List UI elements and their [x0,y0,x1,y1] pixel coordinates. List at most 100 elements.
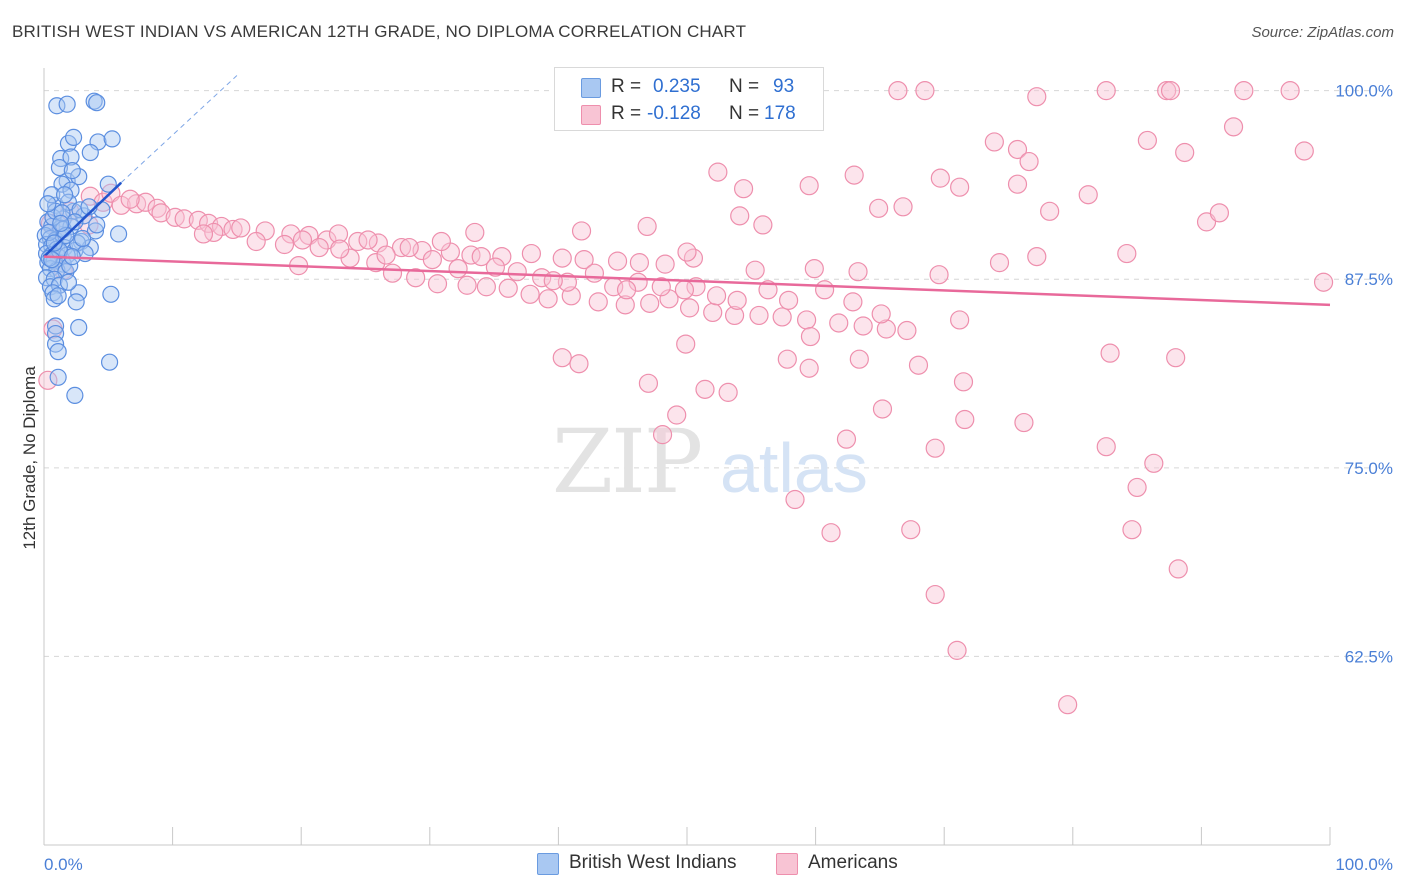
y-axis-label: 12th Grade, No Diploma [20,366,39,550]
british-west-indian-point [88,94,106,112]
blue-swatch-icon [537,853,559,875]
american-point [1168,559,1188,579]
american-point [461,245,481,265]
american-point [871,304,891,324]
american-point [638,373,659,393]
american-point [1019,151,1039,172]
british-west-indian-point [73,229,92,248]
american-point [366,253,386,273]
y-tick-label: 62.5% [1345,647,1393,666]
r-value: -0.128 [647,103,701,124]
american-point [552,348,572,368]
american-point [953,372,974,392]
british-west-indian-point [109,225,128,243]
american-point [1160,81,1181,101]
american-point [135,192,156,212]
x-tick-label: 100.0% [1335,855,1393,874]
chart-source: Source: ZipAtlas.com [1251,24,1394,41]
american-point [929,265,949,285]
tick-labels: 62.5% 75.0% 87.5% 100.0% 0.0% 100.0% [44,82,1393,874]
american-point [640,293,660,313]
american-point [211,216,232,237]
american-point [1040,201,1060,221]
american-point [607,251,628,271]
american-point [246,231,266,252]
british-west-indian-point [102,285,120,303]
american-point [655,254,675,274]
pink-swatch-icon [776,853,798,875]
american-point [897,320,917,341]
british-west-indian-point [58,95,76,113]
y-tick-label: 75.0% [1345,459,1393,478]
pink-trend-line [43,255,1331,307]
american-point [38,370,58,390]
american-point [1166,348,1186,368]
american-point [1294,141,1314,161]
american-point [652,425,673,445]
american-point [677,242,697,262]
american-point [406,268,426,288]
watermark-atlas: atlas [720,429,868,507]
british-west-indian-point [70,318,88,337]
american-point [532,268,552,288]
american-point [588,292,608,312]
american-point [520,284,540,304]
american-point [844,165,864,185]
american-point [120,189,140,209]
stats-row-british-west-indians: R = 0.235 N = 93 [555,76,823,100]
american-point [836,429,857,449]
american-point [1313,272,1334,292]
american-point [427,274,448,294]
american-point [1117,243,1137,264]
american-point [796,310,817,330]
british-west-indian-point [67,293,85,311]
british-west-indian-point [81,143,99,162]
chart-title: BRITISH WEST INDIAN VS AMERICAN 12TH GRA… [12,22,747,41]
american-point [485,257,505,277]
american-point [758,280,778,300]
british-west-indian-point [59,273,78,291]
american-point [552,248,572,268]
american-point [637,216,657,237]
american-point [204,222,224,243]
british-west-indian-point [53,175,71,193]
british-west-indian-point [40,223,58,242]
american-point [708,162,728,182]
british-west-indian-point [49,368,67,386]
american-point [908,355,929,375]
american-point [274,234,295,255]
american-point [382,263,403,283]
american-point [829,313,849,333]
american-point [925,438,945,458]
american-point [915,81,935,101]
legend-label: British West Indians [569,852,737,873]
watermark-zip: ZIP [552,410,701,513]
british-west-indian-point [66,213,84,231]
american-point [989,253,1010,273]
british-west-indian-point [49,287,67,305]
american-point [930,168,950,188]
american-point [431,231,451,252]
american-point [457,275,477,295]
american-point [848,262,868,282]
american-point [557,272,578,292]
american-point [718,382,738,402]
american-point [328,224,349,244]
british-west-indians-points [36,92,128,404]
american-point [465,222,485,243]
american-point [872,399,893,419]
american-point [348,231,368,252]
american-point [676,334,696,354]
american-point [1027,246,1047,267]
american-point [785,489,805,510]
british-west-indian-point [39,195,57,213]
american-point [292,230,313,250]
american-point [950,310,970,330]
american-point [629,253,650,273]
n-value: 93 [773,76,795,97]
american-point [538,289,558,309]
n-value: 178 [764,103,796,124]
american-point [1137,130,1157,151]
american-point [1223,117,1244,137]
american-point [651,277,671,297]
